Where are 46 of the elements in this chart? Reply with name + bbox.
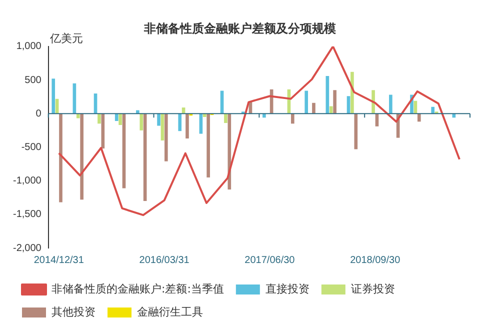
chart-title: 非储备性质金融账户差额及分项规模 bbox=[143, 21, 336, 36]
legend-label: 直接投资 bbox=[265, 282, 310, 296]
legend-label: 金融衍生工具 bbox=[137, 305, 203, 318]
bar bbox=[290, 114, 294, 124]
bar bbox=[52, 78, 56, 114]
bar bbox=[80, 114, 84, 200]
bar bbox=[312, 102, 316, 114]
y-tick-label: -500 bbox=[21, 142, 42, 153]
x-tick-label: 2016/03/31 bbox=[139, 254, 190, 266]
bar bbox=[101, 114, 105, 149]
bar bbox=[199, 114, 203, 134]
bar bbox=[333, 90, 336, 114]
y-tick-label: -1,500 bbox=[12, 209, 42, 220]
y-axis-title: 亿美元 bbox=[50, 31, 83, 46]
y-tick-label: -1,000 bbox=[12, 176, 42, 187]
bar bbox=[114, 114, 118, 121]
bar bbox=[98, 114, 101, 124]
bar bbox=[206, 114, 210, 178]
bar bbox=[157, 114, 160, 126]
y-tick-label: -2,000 bbox=[12, 242, 42, 254]
y-tick-label: 500 bbox=[24, 74, 42, 86]
bar bbox=[164, 114, 168, 162]
legend-label: 非储备性质的金融账户:差额:当季值 bbox=[52, 282, 224, 296]
y-tick-label: 0 bbox=[36, 108, 42, 120]
legend-label: 其他投资 bbox=[52, 305, 96, 318]
bar bbox=[224, 114, 228, 124]
bar bbox=[304, 90, 308, 114]
bar bbox=[76, 114, 80, 118]
bar bbox=[122, 114, 126, 188]
bar bbox=[228, 114, 232, 190]
bar bbox=[178, 114, 182, 132]
bar bbox=[118, 114, 122, 126]
x-tick-label: 2018/09/30 bbox=[350, 254, 401, 266]
bar bbox=[329, 106, 333, 114]
bar bbox=[140, 114, 144, 130]
y-tick-label: 1,000 bbox=[16, 41, 42, 52]
bar bbox=[354, 114, 358, 150]
legend-label: 证券投资 bbox=[350, 282, 395, 296]
x-tick-label: 2017/06/30 bbox=[244, 254, 296, 266]
bar bbox=[143, 114, 147, 201]
bar bbox=[186, 114, 189, 138]
bar bbox=[417, 114, 421, 122]
bar bbox=[389, 94, 392, 114]
bar bbox=[431, 106, 435, 114]
bar bbox=[59, 114, 62, 202]
x-tick-label: 2014/12/31 bbox=[34, 254, 84, 266]
